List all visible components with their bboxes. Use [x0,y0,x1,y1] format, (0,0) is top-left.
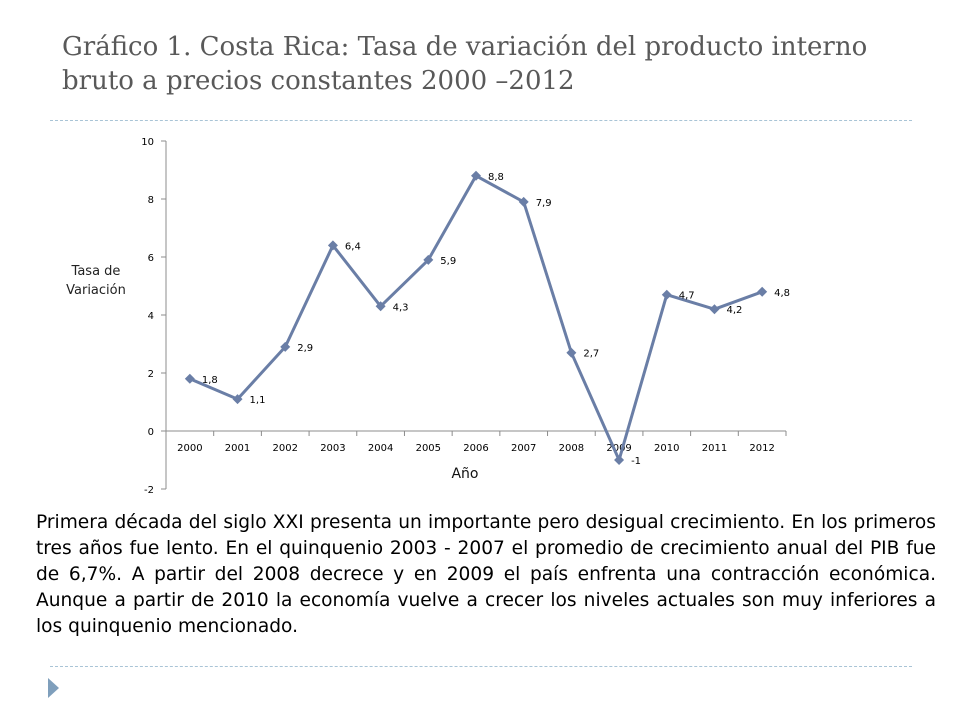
y-axis-title-line-1: Tasa de [71,264,121,279]
x-tick-label: 2000 [177,443,202,454]
x-tick-label: 2010 [654,443,679,454]
y-axis-title: Tasa de Variación [58,262,134,300]
data-point-marker [184,373,195,384]
data-point-marker [757,286,768,297]
data-point-marker [614,455,625,465]
slide-title-line-2: bruto a precios constantes 2000 –2012 [62,66,575,96]
y-tick-label: 6 [148,253,154,264]
data-label: 4,2 [726,305,742,316]
data-label: 1,8 [202,375,218,386]
y-tick-label: 0 [148,427,154,438]
data-point-marker [327,240,338,251]
y-tick-label: -2 [144,485,154,496]
x-tick-label: 2003 [320,443,345,454]
data-point-marker [709,304,720,315]
x-axis-title: Año [451,466,479,482]
x-tick-label: 2002 [273,443,298,454]
y-tick-label: 8 [148,195,154,206]
x-tick-label: 2012 [749,443,774,454]
data-point-marker [423,254,434,265]
x-tick-label: 2001 [225,443,250,454]
data-label: 1,1 [250,395,266,406]
data-label: 2,9 [297,343,313,354]
data-point-marker [566,347,577,358]
bullet-triangle-icon [48,678,59,698]
data-label: 5,9 [440,256,456,267]
x-tick-label: 2005 [416,443,441,454]
data-label: 8,8 [488,172,504,183]
bottom-divider [50,666,912,667]
y-tick-label: 10 [141,137,154,148]
body-paragraph: Primera década del siglo XXI presenta un… [36,512,936,637]
data-label: 4,3 [393,302,409,313]
data-label: -1 [631,456,641,467]
y-tick-label: 2 [148,369,154,380]
x-tick-label: 2008 [559,443,584,454]
data-label: 4,7 [679,291,695,302]
data-label: 6,4 [345,241,361,252]
x-tick-label: 2004 [368,443,393,454]
x-tick-label: 2011 [702,443,727,454]
data-label: 2,7 [583,349,599,360]
slide-title-line-1: Gráfico 1. Costa Rica: Tasa de variación… [62,32,868,62]
x-tick-label: 2007 [511,443,536,454]
x-tick-label: 2009 [606,443,631,454]
data-point-marker [280,341,291,352]
data-label: 4,8 [774,288,790,299]
data-point-marker [375,301,386,312]
data-label: 7,9 [536,198,552,209]
series-line [189,174,763,462]
y-axis-title-line-2: Variación [66,283,126,298]
data-point-marker [518,196,529,207]
data-point-marker [232,394,243,405]
data-point-marker [471,170,481,181]
y-tick-label: 4 [148,311,154,322]
slide-title: Gráfico 1. Costa Rica: Tasa de variación… [62,30,922,98]
x-tick-label: 2006 [463,443,488,454]
top-divider [50,120,912,121]
data-point-marker [661,289,672,300]
